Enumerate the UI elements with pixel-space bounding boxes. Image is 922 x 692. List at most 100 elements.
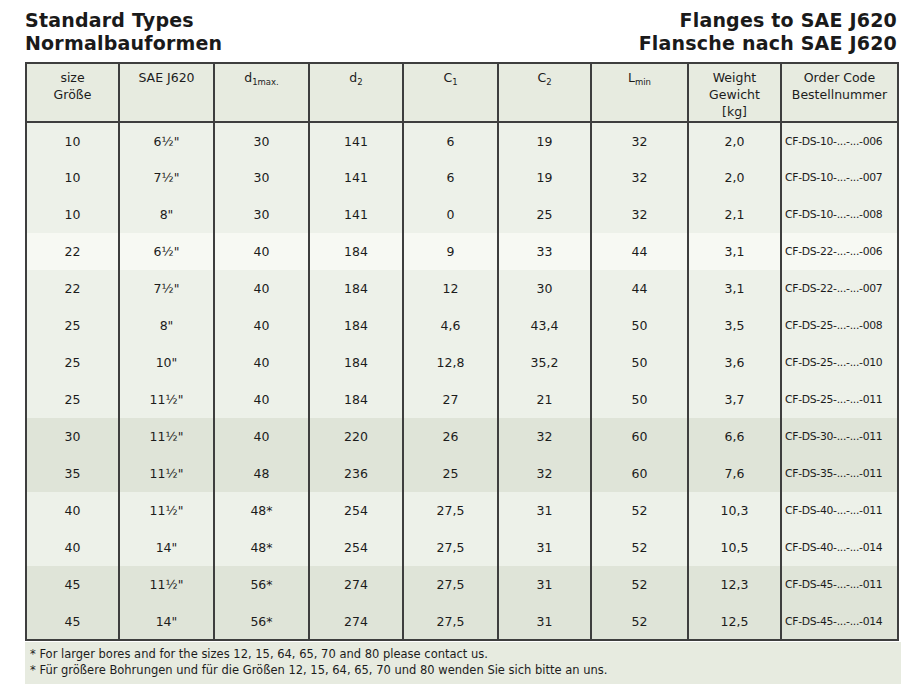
- cell-weight: 3,1: [688, 270, 781, 307]
- cell-size: 10: [26, 196, 119, 233]
- cell-c1: 12,8: [403, 344, 498, 381]
- cell-lmin: 52: [591, 529, 688, 566]
- cell-lmin: 50: [591, 307, 688, 344]
- cell-c1: 27: [403, 381, 498, 418]
- cell-lmin: 32: [591, 159, 688, 196]
- cell-order: CF-DS-40-...-...-014: [781, 529, 898, 566]
- cell-d1max: 48*: [214, 492, 309, 529]
- cell-c2: 25: [498, 196, 591, 233]
- title-left-line1: Standard Types: [25, 9, 194, 31]
- cell-sae: 11½": [119, 381, 214, 418]
- cell-c2: 30: [498, 270, 591, 307]
- cell-d2: 184: [309, 344, 403, 381]
- cell-size: 10: [26, 159, 119, 196]
- footnote-en: * For larger bores and for the sizes 12,…: [30, 646, 895, 662]
- cell-sae: 11½": [119, 418, 214, 455]
- cell-sae: 7½": [119, 270, 214, 307]
- cell-d2: 184: [309, 270, 403, 307]
- cell-lmin: 32: [591, 122, 688, 159]
- cell-d1max: 40: [214, 307, 309, 344]
- cell-d2: 274: [309, 603, 403, 640]
- cell-order: CF-DS-10-...-...-007: [781, 159, 898, 196]
- cell-sae: 14": [119, 603, 214, 640]
- table-row: 4011½"48*25427,5315210,3CF-DS-40-...-...…: [26, 492, 898, 529]
- cell-order: CF-DS-30-...-...-011: [781, 418, 898, 455]
- cell-sae: 8": [119, 307, 214, 344]
- cell-d1max: 56*: [214, 603, 309, 640]
- title-left-line2: Normalbauformen: [25, 32, 222, 54]
- cell-d2: 141: [309, 122, 403, 159]
- table-row: 227½"401841230443,1CF-DS-22-...-...-007: [26, 270, 898, 307]
- cell-c2: 33: [498, 233, 591, 270]
- cell-weight: 3,1: [688, 233, 781, 270]
- cell-size: 25: [26, 344, 119, 381]
- cell-weight: 6,6: [688, 418, 781, 455]
- cell-d1max: 40: [214, 344, 309, 381]
- table-row: 106½"30141619322,0CF-DS-10-...-...-006: [26, 122, 898, 159]
- cell-weight: 3,7: [688, 381, 781, 418]
- cell-sae: 10": [119, 344, 214, 381]
- footnote-de: * Für größere Bohrungen und für die Größ…: [30, 662, 895, 678]
- flange-table: size Größe SAE J620 d1max. d2 C1 C2: [25, 62, 899, 641]
- column-header-order-code: Order Code Bestellnummer: [781, 63, 898, 122]
- cell-c1: 26: [403, 418, 498, 455]
- cell-size: 25: [26, 381, 119, 418]
- cell-c1: 4,6: [403, 307, 498, 344]
- cell-lmin: 50: [591, 381, 688, 418]
- cell-c2: 19: [498, 122, 591, 159]
- cell-c2: 21: [498, 381, 591, 418]
- cell-c2: 31: [498, 529, 591, 566]
- table-row: 3511½"482362532607,6CF-DS-35-...-...-011: [26, 455, 898, 492]
- cell-d1max: 56*: [214, 566, 309, 603]
- cell-d1max: 48*: [214, 529, 309, 566]
- table-row: 2510"4018412,835,2503,6CF-DS-25-...-...-…: [26, 344, 898, 381]
- cell-d2: 274: [309, 566, 403, 603]
- table-row: 3011½"402202632606,6CF-DS-30-...-...-011: [26, 418, 898, 455]
- cell-c2: 32: [498, 455, 591, 492]
- cell-weight: 3,6: [688, 344, 781, 381]
- cell-lmin: 52: [591, 603, 688, 640]
- cell-sae: 11½": [119, 492, 214, 529]
- cell-order: CF-DS-45-...-...-011: [781, 566, 898, 603]
- cell-size: 45: [26, 603, 119, 640]
- cell-weight: 12,5: [688, 603, 781, 640]
- page-title-right: Flanges to SAE J620Flansche nach SAE J62…: [639, 9, 897, 55]
- cell-d2: 141: [309, 196, 403, 233]
- footnotes-band: * For larger bores and for the sizes 12,…: [25, 642, 901, 684]
- table-row: 258"401844,643,4503,5CF-DS-25-...-...-00…: [26, 307, 898, 344]
- cell-d1max: 40: [214, 381, 309, 418]
- cell-lmin: 44: [591, 270, 688, 307]
- column-header-d2: d2: [309, 63, 403, 122]
- cell-d2: 184: [309, 307, 403, 344]
- table-row: 4514"56*27427,5315212,5CF-DS-45-...-...-…: [26, 603, 898, 640]
- cell-d2: 141: [309, 159, 403, 196]
- table-row: 107½"30141619322,0CF-DS-10-...-...-007: [26, 159, 898, 196]
- cell-order: CF-DS-35-...-...-011: [781, 455, 898, 492]
- cell-c1: 27,5: [403, 529, 498, 566]
- cell-size: 22: [26, 270, 119, 307]
- cell-d2: 254: [309, 492, 403, 529]
- cell-d2: 236: [309, 455, 403, 492]
- cell-c1: 6: [403, 159, 498, 196]
- cell-size: 45: [26, 566, 119, 603]
- cell-c1: 25: [403, 455, 498, 492]
- cell-weight: 10,5: [688, 529, 781, 566]
- cell-d1max: 30: [214, 159, 309, 196]
- cell-c2: 43,4: [498, 307, 591, 344]
- cell-lmin: 32: [591, 196, 688, 233]
- cell-sae: 14": [119, 529, 214, 566]
- cell-c2: 31: [498, 566, 591, 603]
- cell-order: CF-DS-22-...-...-007: [781, 270, 898, 307]
- cell-size: 30: [26, 418, 119, 455]
- cell-size: 10: [26, 122, 119, 159]
- cell-d1max: 30: [214, 122, 309, 159]
- cell-size: 22: [26, 233, 119, 270]
- cell-d1max: 48: [214, 455, 309, 492]
- cell-d1max: 30: [214, 196, 309, 233]
- cell-order: CF-DS-10-...-...-008: [781, 196, 898, 233]
- table-row: 2511½"401842721503,7CF-DS-25-...-...-011: [26, 381, 898, 418]
- cell-d1max: 40: [214, 418, 309, 455]
- cell-size: 40: [26, 492, 119, 529]
- cell-order: CF-DS-40-...-...-011: [781, 492, 898, 529]
- cell-sae: 11½": [119, 566, 214, 603]
